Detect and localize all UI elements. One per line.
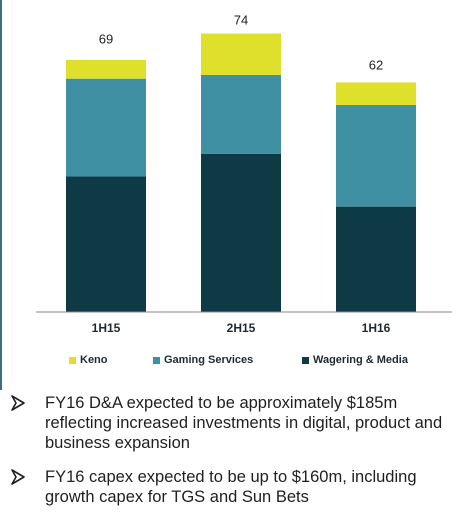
x-tick-label-1h15: 1H15: [92, 321, 121, 335]
bullet-list: FY16 D&A expected to be approximately $1…: [0, 393, 475, 507]
x-tick-label-1h16: 1H16: [362, 321, 391, 335]
legend-swatch-wagering-media: [302, 356, 309, 364]
bar-segment-wagering-media-2h15: [201, 153, 281, 312]
legend-item-keno: Keno: [69, 352, 108, 368]
bars-layer: [66, 33, 416, 312]
chart-legend: Keno Gaming Services Wagering & Media: [0, 352, 475, 370]
total-labels-layer: 69 74 62: [99, 13, 383, 73]
bar-segment-gaming-services-2h15: [201, 74, 281, 154]
bar-segment-keno-2h15: [201, 33, 281, 75]
bar-segment-gaming-services-1h16: [336, 105, 416, 207]
legend-swatch-keno: [69, 356, 76, 364]
legend-label-wagering-media: Wagering & Media: [313, 354, 408, 366]
total-label-1h16: 62: [369, 58, 383, 73]
legend-label-gaming-services: Gaming Services: [164, 354, 254, 366]
x-tick-labels-layer: 1H15 2H15 1H16: [92, 321, 391, 335]
bar-segment-keno-1h15: [66, 59, 146, 79]
legend-label-keno: Keno: [80, 354, 108, 366]
bar-segment-wagering-media-1h15: [66, 176, 146, 312]
bar-segment-wagering-media-1h16: [336, 206, 416, 312]
legend-item-wagering-media: Wagering & Media: [302, 352, 408, 368]
bar-segment-gaming-services-1h15: [66, 78, 146, 177]
bullet-item: FY16 capex expected to be up to $160m, i…: [0, 467, 475, 507]
bar-segment-keno-1h16: [336, 82, 416, 106]
x-tick-label-2h15: 2H15: [227, 321, 256, 335]
arrowhead-bullet-icon: [11, 469, 25, 485]
bullet-text: FY16 capex expected to be up to $160m, i…: [45, 468, 417, 506]
stacked-bar-chart: 69 74 62 1H15 2H15 1H16: [36, 13, 452, 335]
bullet-text: FY16 D&A expected to be approximately $1…: [45, 394, 443, 452]
total-label-2h15: 74: [234, 13, 248, 28]
bullet-item: FY16 D&A expected to be approximately $1…: [0, 393, 475, 453]
legend-swatch-gaming-services: [153, 356, 160, 364]
arrowhead-bullet-icon: [11, 395, 25, 411]
left-accent-rule: [0, 0, 2, 390]
total-label-1h15: 69: [99, 31, 113, 46]
legend-item-gaming-services: Gaming Services: [153, 352, 253, 368]
